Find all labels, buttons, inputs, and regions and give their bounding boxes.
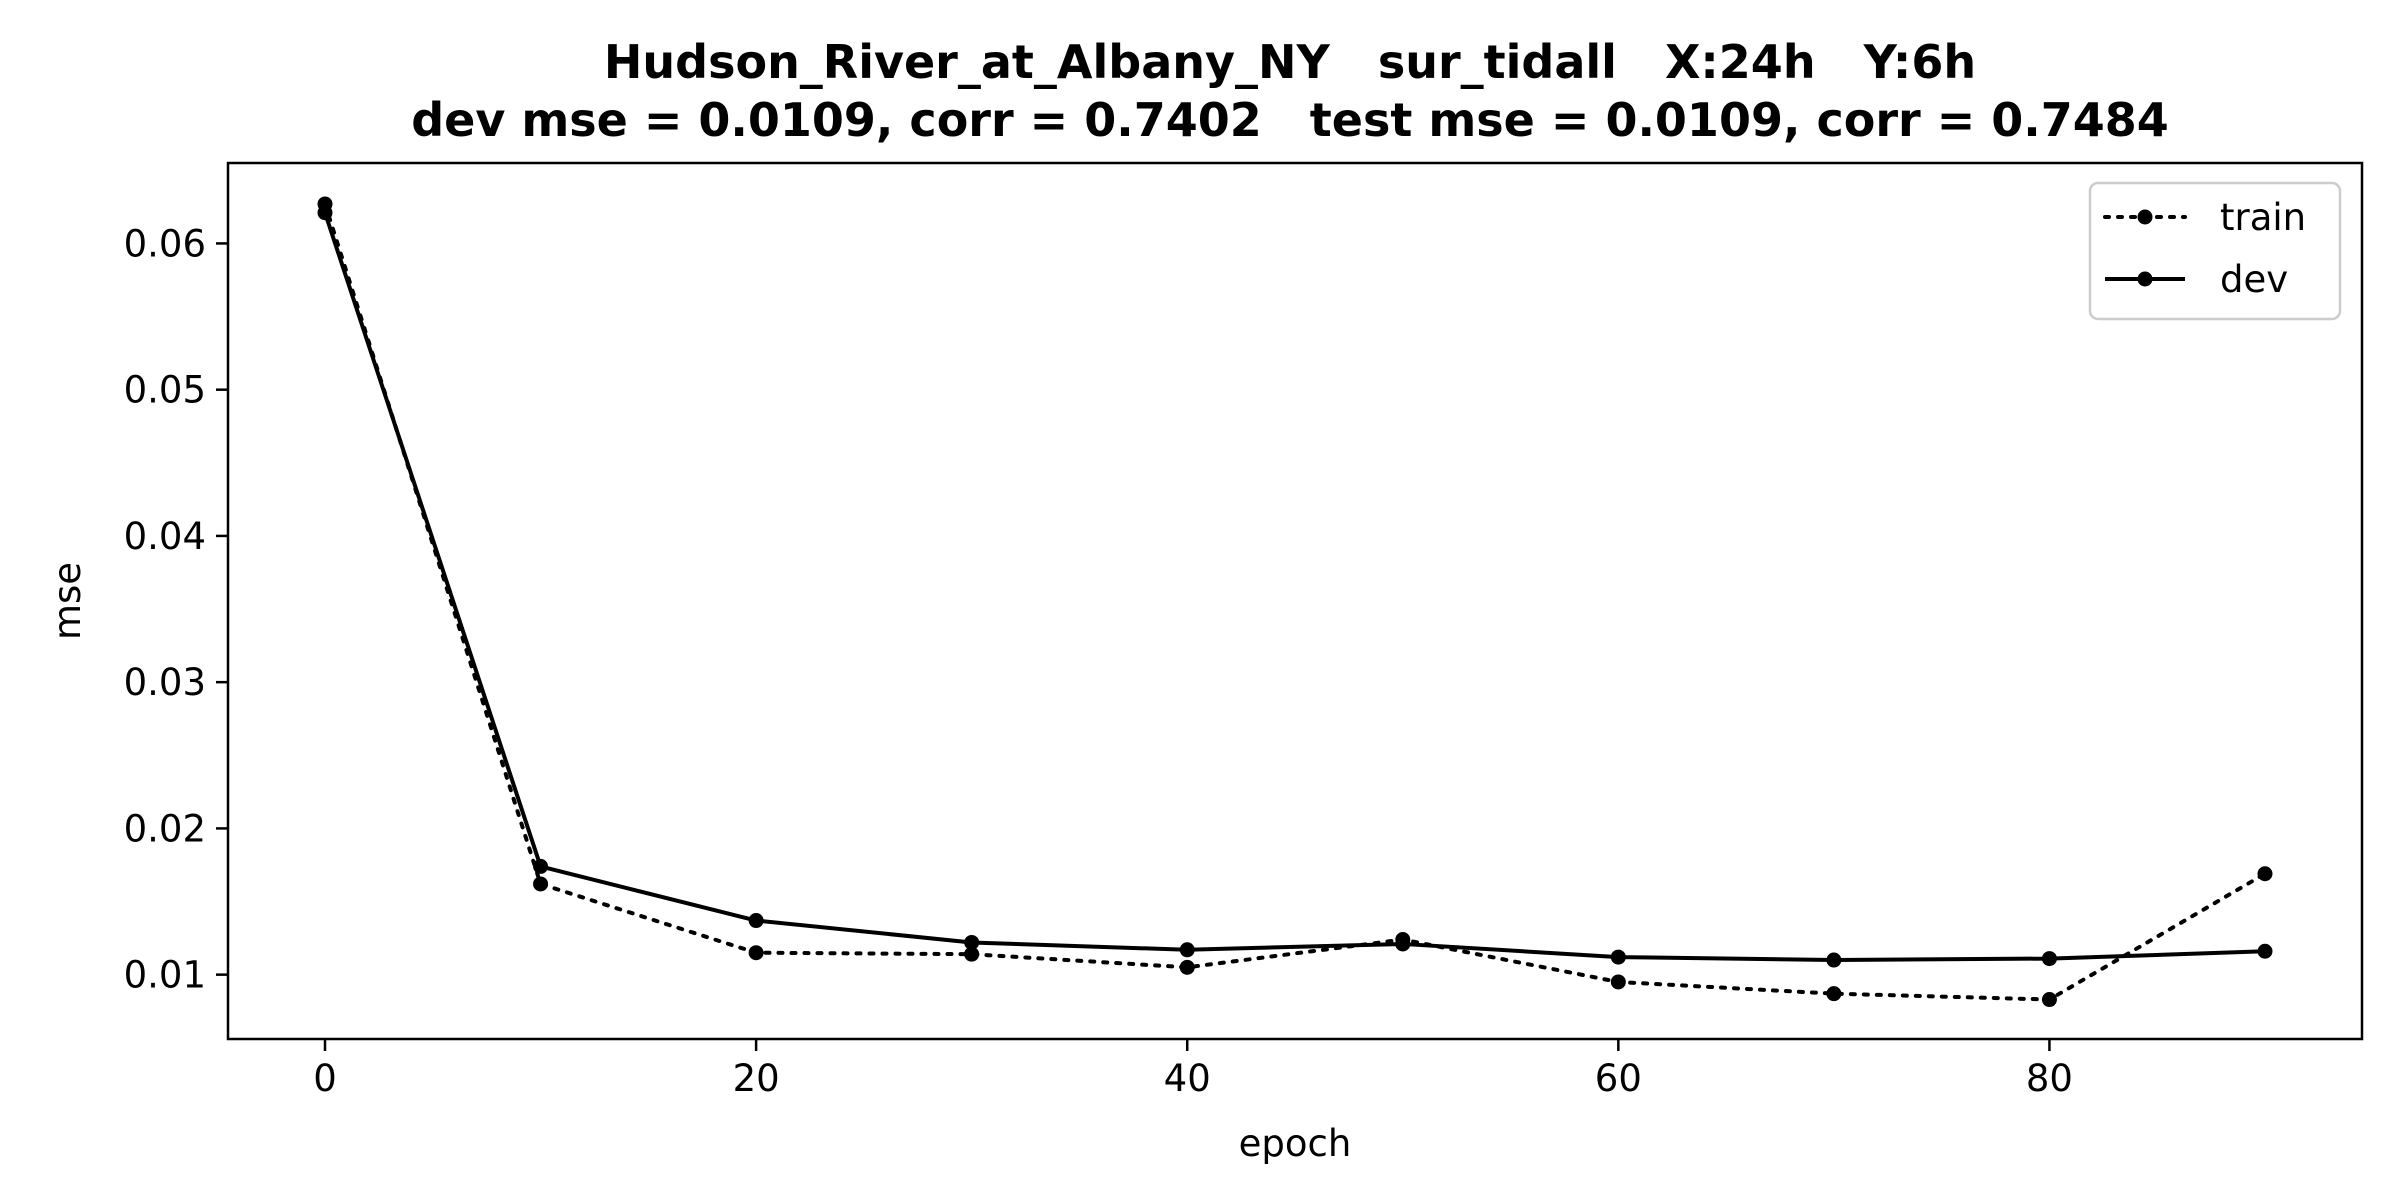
data-point-train [2041, 992, 2057, 1008]
x-tick-label: 60 [1595, 1057, 1642, 1100]
legend: train dev [2088, 181, 2342, 321]
series-line-dev [323, 212, 2266, 963]
x-tick-label: 0 [313, 1057, 337, 1100]
data-point-dev [1395, 936, 1411, 952]
data-point-train [748, 945, 764, 961]
legend-marker-dev [2137, 271, 2153, 287]
data-point-train [1179, 959, 1195, 975]
data-point-train [2257, 866, 2273, 882]
y-tick-label: 0.01 [124, 954, 206, 997]
data-point-dev [1826, 952, 1842, 968]
axis-ticks: 0 20 40 60 80 0.01 0.02 0.03 0.04 0.05 0.06 [124, 222, 2073, 1100]
data-point-train [533, 876, 549, 892]
data-point-dev [964, 934, 980, 950]
data-point-dev [533, 858, 549, 874]
data-point-dev [1179, 942, 1195, 958]
legend-label-train: train [2220, 196, 2306, 239]
y-axis-label: mse [46, 562, 89, 640]
data-point-dev [748, 913, 764, 929]
x-tick-label: 40 [1164, 1057, 1211, 1100]
x-tick-label: 20 [733, 1057, 780, 1100]
data-point-train [964, 946, 980, 962]
data-point-dev [2257, 943, 2273, 959]
x-tick-label: 80 [2026, 1057, 2073, 1100]
y-tick-label: 0.05 [124, 369, 206, 412]
data-point-dev [317, 205, 333, 221]
plot-frame [226, 161, 2364, 1041]
y-tick-label: 0.04 [124, 515, 206, 558]
y-tick-label: 0.03 [124, 661, 206, 704]
series-line-train [323, 201, 2267, 1002]
plot-marks [317, 196, 2273, 1008]
legend-marker-train [2137, 209, 2153, 225]
data-point-dev [1610, 949, 1626, 965]
x-axis-label: epoch [1239, 1122, 1352, 1165]
data-point-dev [2041, 951, 2057, 967]
y-tick-label: 0.06 [124, 222, 206, 265]
data-point-train [1610, 974, 1626, 990]
chart-subtitle: dev mse = 0.0109, corr = 0.7402 test mse… [411, 93, 2169, 147]
chart-title: Hudson_River_at_Albany_NY sur_tidall X:2… [604, 35, 1976, 89]
legend-label-dev: dev [2220, 258, 2288, 301]
data-point-train [1826, 986, 1842, 1002]
y-tick-label: 0.02 [124, 807, 206, 850]
